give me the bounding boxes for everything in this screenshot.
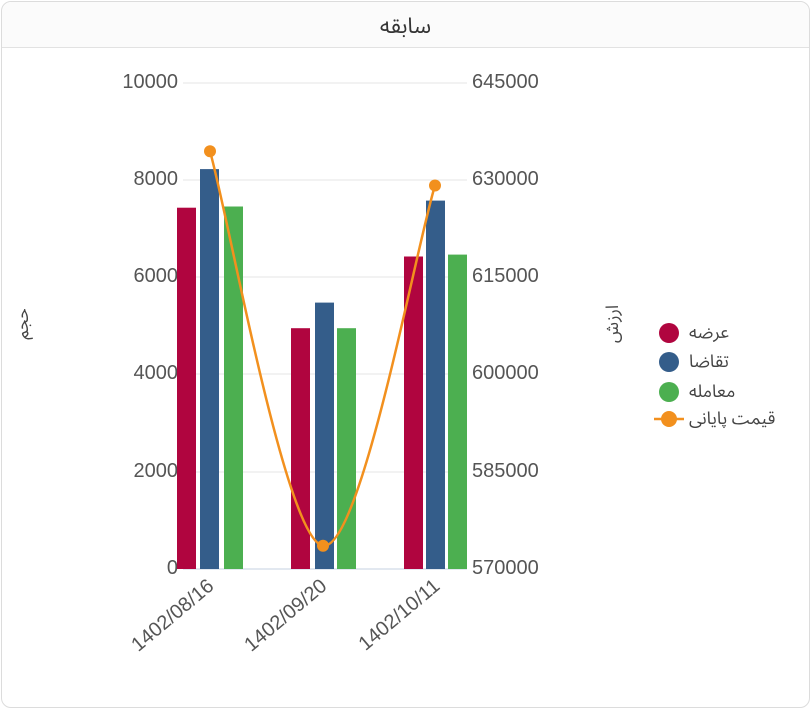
- svg-text:10000: 10000: [122, 71, 178, 93]
- svg-text:ارزش: ارزش: [600, 305, 624, 343]
- svg-text:عرضه: عرضه: [689, 320, 729, 344]
- svg-text:حجم: حجم: [10, 308, 34, 339]
- svg-text:615000: 615000: [472, 265, 539, 287]
- svg-text:1402/10/11: 1402/10/11: [355, 575, 445, 655]
- svg-text:585000: 585000: [472, 460, 539, 482]
- svg-text:630000: 630000: [472, 168, 539, 190]
- svg-text:1402/08/16: 1402/08/16: [127, 575, 218, 656]
- svg-text:570000: 570000: [472, 557, 539, 579]
- svg-text:1402/09/20: 1402/09/20: [240, 575, 331, 656]
- svg-text:0: 0: [167, 557, 178, 579]
- svg-text:معامله: معامله: [689, 379, 735, 403]
- svg-text:قیمت پایانی: قیمت پایانی: [689, 406, 776, 430]
- svg-text:2000: 2000: [134, 460, 179, 482]
- svg-text:تقاضا: تقاضا: [689, 349, 729, 373]
- svg-text:600000: 600000: [472, 362, 539, 384]
- svg-text:645000: 645000: [472, 71, 539, 93]
- svg-text:8000: 8000: [134, 168, 179, 190]
- svg-text:6000: 6000: [134, 265, 179, 287]
- svg-text:4000: 4000: [134, 362, 179, 384]
